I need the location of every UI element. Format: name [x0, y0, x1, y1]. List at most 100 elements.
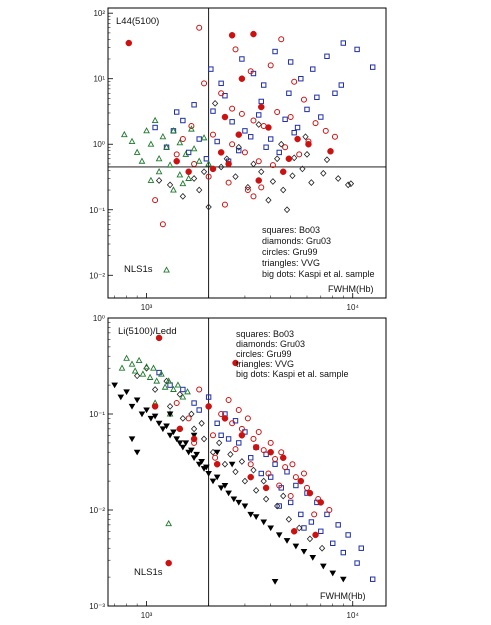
data-point-triangle	[200, 134, 208, 141]
data-point-invtriangle	[138, 411, 146, 418]
data-point-invtriangle	[166, 411, 174, 418]
data-point-invtriangle	[235, 499, 243, 506]
data-point-square	[196, 407, 202, 413]
data-point-diamond	[269, 178, 277, 185]
data-point-dot	[151, 403, 159, 410]
legend-entry: big dots: Kaspi et al. sample	[262, 269, 375, 279]
data-point-invtriangle	[185, 449, 192, 456]
data-point-diamond	[260, 477, 267, 485]
data-point-square	[294, 124, 301, 131]
data-point-circle	[331, 133, 338, 140]
y-tick-label: 10¹	[93, 75, 105, 84]
data-point-diamond	[241, 477, 249, 485]
data-point-square	[239, 56, 245, 62]
data-point-square	[229, 119, 235, 125]
data-point-invtriangle	[151, 413, 159, 420]
data-point-circle	[287, 492, 294, 499]
data-point-diamond	[166, 403, 174, 410]
data-point-diamond	[274, 155, 281, 163]
data-point-dot	[317, 499, 325, 506]
data-point-circle	[218, 411, 225, 417]
legend-entry: big dots: Kaspi et al. sample	[236, 369, 349, 379]
data-point-square	[340, 549, 346, 556]
data-point-circle	[260, 447, 267, 454]
data-point-circle	[247, 68, 254, 75]
data-point-circle	[326, 507, 333, 513]
data-point-circle	[212, 454, 219, 461]
data-point-circle	[289, 461, 296, 468]
data-point-diamond	[151, 386, 159, 393]
data-point-square	[258, 470, 264, 477]
data-point-triangle	[158, 370, 165, 377]
data-point-triangle	[139, 370, 147, 377]
data-point-dot	[176, 425, 184, 433]
data-point-diamond	[258, 168, 265, 176]
data-point-diamond	[318, 544, 326, 552]
data-point-invtriangle	[128, 436, 136, 443]
data-point-square	[358, 545, 364, 551]
data-point-square	[272, 461, 278, 467]
data-point-dot	[238, 432, 246, 439]
data-point-square	[214, 138, 220, 145]
data-point-circle	[159, 221, 166, 228]
x-tick-label: 10³	[141, 303, 153, 312]
data-point-diamond	[155, 177, 163, 184]
data-point-diamond	[306, 535, 314, 543]
data-point-square	[338, 82, 344, 88]
data-point-triangle	[176, 171, 184, 178]
data-point-circle	[209, 131, 216, 138]
data-point-triangle	[163, 266, 170, 273]
data-point-circle	[229, 141, 236, 148]
data-point-circle	[258, 184, 265, 191]
data-point-circle	[201, 80, 208, 87]
data-point-diamond	[244, 183, 252, 191]
data-point-diamond	[265, 196, 272, 204]
data-point-invtriangle	[300, 548, 308, 555]
data-point-circle	[238, 110, 245, 117]
data-point-invtriangle	[155, 420, 163, 427]
data-point-circle	[250, 193, 257, 200]
data-point-invtriangle	[267, 525, 275, 532]
data-point-invtriangle	[205, 470, 212, 477]
data-point-diamond	[232, 173, 239, 181]
y-tick-label: 10⁻¹	[89, 410, 105, 419]
data-point-invtriangle	[319, 563, 327, 570]
data-point-invtriangle	[225, 490, 232, 497]
data-point-dot	[185, 168, 192, 176]
panel-bottom-nls-annotation: NLS1s	[134, 567, 163, 578]
data-point-circle	[274, 109, 281, 116]
y-tick-label: 10⁻³	[89, 602, 105, 611]
data-point-diamond	[217, 163, 225, 171]
data-point-square	[314, 94, 320, 101]
data-point-diamond	[320, 169, 327, 177]
data-point-square	[345, 532, 351, 538]
data-point-dot	[262, 484, 270, 492]
data-point-triangle	[205, 160, 212, 167]
data-point-square	[301, 525, 307, 531]
data-point-triangle	[159, 133, 167, 140]
data-point-square	[330, 540, 336, 546]
data-point-triangle	[170, 186, 177, 193]
data-point-diamond	[250, 466, 257, 474]
data-point-square	[287, 499, 294, 506]
data-point-diamond	[344, 181, 352, 189]
data-point-square	[370, 576, 376, 582]
data-point-circle	[255, 158, 262, 165]
data-point-square	[287, 59, 294, 65]
data-point-diamond	[227, 450, 234, 458]
data-point-triangle	[153, 377, 161, 384]
data-point-square	[191, 102, 197, 108]
data-point-circle	[287, 114, 294, 121]
data-point-invtriangle	[188, 447, 195, 454]
data-point-dot	[312, 531, 319, 539]
data-point-diamond	[255, 121, 262, 128]
data-point-invtriangle	[329, 570, 337, 577]
x-tick-label: 10³	[141, 611, 153, 620]
data-point-triangle	[128, 137, 136, 144]
data-point-invtriangle	[133, 449, 141, 456]
panel-bottom-xlabel: FWHM(Hb)	[320, 591, 366, 601]
data-point-invtriangle	[228, 461, 236, 468]
data-point-triangle	[118, 364, 126, 371]
